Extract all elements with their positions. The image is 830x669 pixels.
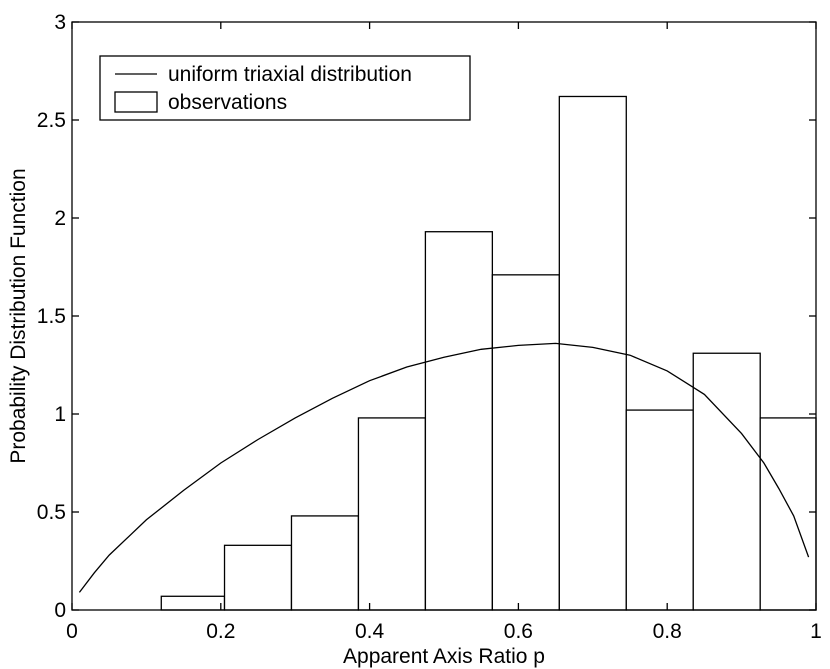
histogram-bar-8	[692, 352, 761, 611]
x-tick-label-2: 0.4	[355, 620, 385, 643]
histogram-bar-5	[491, 274, 560, 611]
histogram-bars	[160, 95, 817, 611]
histogram-bar-2	[290, 515, 360, 611]
histogram-bar-6	[558, 95, 627, 611]
curve-uniform-triaxial-distribution	[78, 342, 810, 593]
y-axis-label: Probability Distribution Function	[7, 168, 30, 463]
y-tick-label-3: 1.5	[37, 305, 66, 328]
axis-ticks	[71, 21, 817, 611]
y-tick-label-5: 2.5	[37, 109, 66, 132]
histogram-bar-1	[223, 544, 293, 611]
histogram-bar-3	[357, 417, 427, 611]
histogram-bar-7	[625, 409, 694, 611]
x-tick-label-1: 0.2	[206, 620, 235, 643]
histogram-bar-9	[759, 417, 817, 611]
x-tick-label-3: 0.6	[504, 620, 533, 643]
legend-label-curve: uniform triaxial distribution	[168, 63, 412, 86]
x-axis-label: Apparent Axis Ratio p	[343, 645, 545, 668]
y-tick-label-4: 2	[54, 207, 66, 230]
y-tick-label-2: 1	[54, 403, 66, 426]
y-tick-label-0: 0	[54, 599, 66, 622]
legend-box-sample	[114, 91, 158, 113]
x-tick-label-4: 0.8	[653, 620, 682, 643]
histogram-bar-4	[424, 231, 494, 611]
legend-label-observations: observations	[168, 91, 287, 114]
x-tick-label-5: 1	[810, 620, 822, 643]
x-tick-label-0: 0	[66, 620, 78, 643]
y-tick-label-1: 0.5	[37, 501, 66, 524]
y-tick-label-6: 3	[54, 11, 66, 34]
histogram-bar-0	[160, 595, 226, 611]
legend: uniform triaxial distribution observatio…	[99, 55, 471, 121]
legend-box	[99, 55, 471, 121]
axis-tick-labels: 0 0.2 0.4 0.6 0.8 1 0 0.5 1 1.5 2 2.5 3	[37, 11, 822, 643]
